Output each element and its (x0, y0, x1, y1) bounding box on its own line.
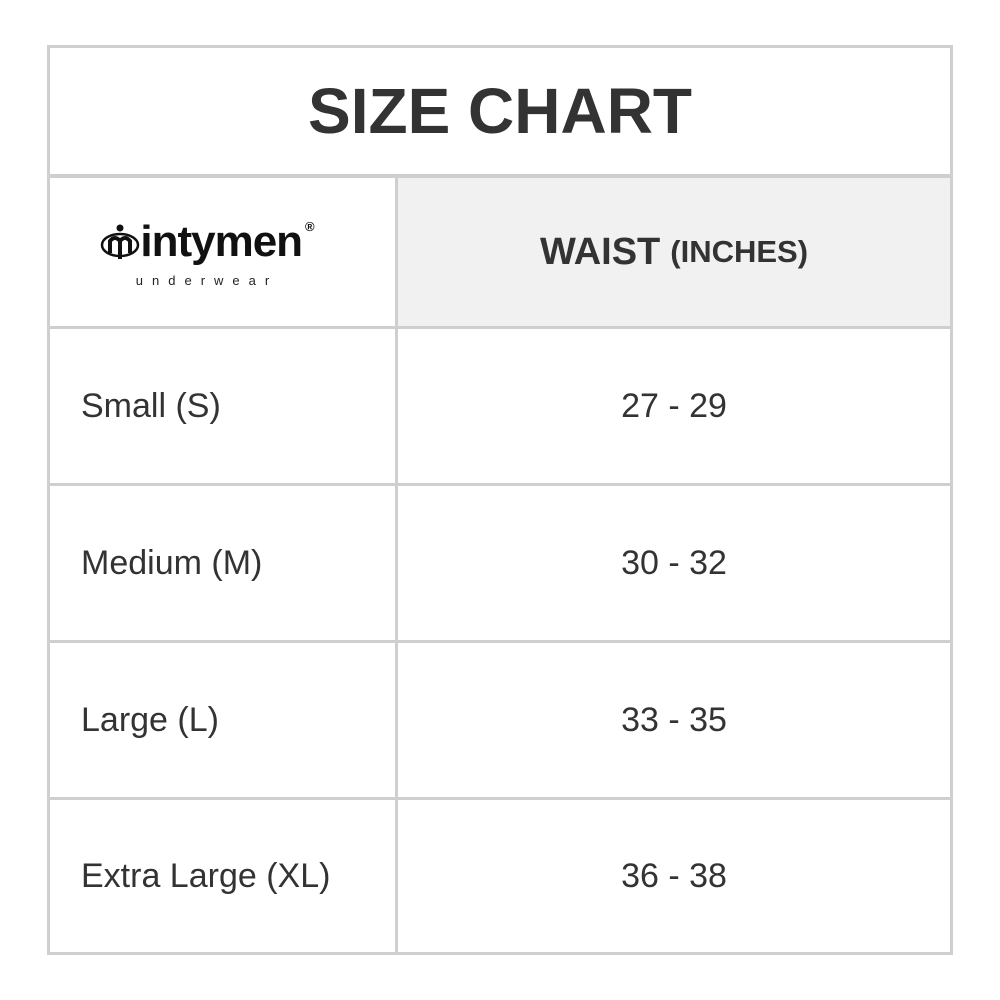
logo-emblem-icon (101, 224, 140, 259)
logo-brand-text: intymen (140, 216, 303, 266)
page-title: SIZE CHART (50, 48, 950, 178)
logo-tagline: underwear (135, 272, 279, 288)
waist-header: WAIST (INCHES) (398, 178, 950, 326)
registered-mark: ® (305, 218, 315, 234)
table-row: Small (S) 27 - 29 (50, 329, 950, 486)
size-cell: Large (L) (50, 643, 398, 797)
waist-cell: 33 - 35 (621, 700, 727, 739)
brand-logo: intymen ® underwear (50, 217, 364, 288)
table-row: Medium (M) 30 - 32 (50, 486, 950, 643)
size-cell: Extra Large (XL) (50, 800, 398, 952)
size-cell: Medium (M) (50, 486, 398, 640)
logo-cell: intymen ® underwear (50, 178, 398, 326)
waist-cell: 27 - 29 (621, 386, 727, 425)
waist-cell: 30 - 32 (621, 543, 727, 582)
table-row: Large (L) 33 - 35 (50, 643, 950, 800)
header-row: intymen ® underwear WAIST (INCHES) (50, 178, 950, 329)
table-row: Extra Large (XL) 36 - 38 (50, 800, 950, 952)
waist-label: WAIST (539, 230, 661, 273)
waist-cell: 36 - 38 (621, 856, 727, 895)
unit-label: (INCHES) (670, 234, 809, 269)
size-cell: Small (S) (50, 329, 398, 483)
size-chart-table: SIZE CHART intymen ® underwear WAIST (47, 45, 953, 955)
